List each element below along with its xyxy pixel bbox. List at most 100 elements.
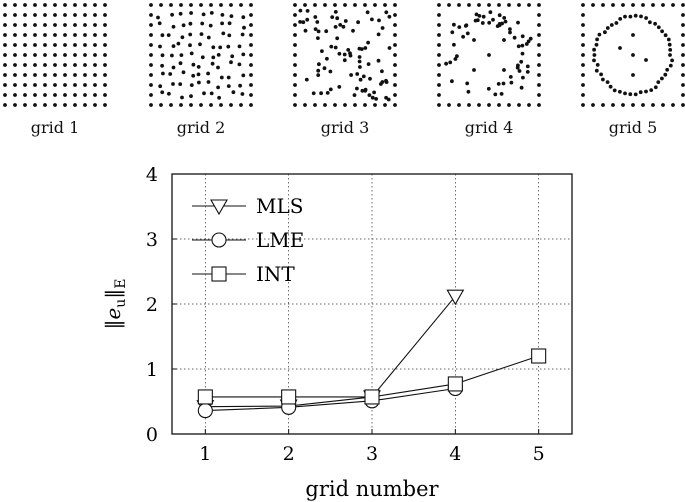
grid-panel-4: grid 4	[434, 0, 544, 140]
grid-node	[23, 63, 27, 67]
grid-node	[333, 3, 337, 7]
grid-node	[377, 18, 381, 23]
grid-node	[353, 103, 357, 107]
grid-node	[342, 52, 347, 57]
grid-node	[242, 25, 246, 30]
grid-node	[171, 24, 176, 29]
grid-node	[517, 69, 522, 73]
legend-marker-lme	[211, 232, 227, 248]
grid-node	[229, 3, 233, 7]
grid-node	[33, 23, 37, 27]
grid-node	[681, 33, 685, 37]
grid-node	[623, 14, 627, 19]
axis-ticks: 1 2 3 4 5 0 1 2 3 4	[146, 164, 545, 465]
grid-node	[316, 73, 321, 77]
legend-label-mls: MLS	[256, 194, 303, 218]
y-tick-label: 1	[146, 359, 158, 381]
grid-node	[631, 53, 635, 57]
grid-node	[189, 83, 194, 87]
grid-node	[393, 73, 397, 77]
grid-node	[366, 40, 370, 45]
grid-node	[457, 103, 461, 107]
grid-node	[379, 82, 383, 86]
grid-node	[227, 21, 232, 26]
grid-node	[374, 97, 378, 101]
grid-node	[189, 94, 193, 98]
grid-node	[437, 83, 441, 87]
grid-node	[359, 47, 364, 51]
grid-node	[3, 3, 7, 7]
data-point-int	[364, 389, 380, 405]
grid-node	[83, 93, 87, 97]
grid-node	[618, 46, 622, 50]
grid-node	[3, 33, 7, 37]
grid-node	[249, 3, 253, 7]
grid-node	[93, 53, 97, 57]
grid-node	[348, 51, 352, 56]
grid-node	[447, 103, 451, 107]
grid-node	[249, 93, 253, 97]
grid-node	[149, 3, 153, 7]
grid-node	[343, 3, 347, 7]
grid-node	[103, 43, 107, 47]
grid-node	[179, 53, 184, 57]
grid-node	[13, 93, 17, 97]
grid-node	[452, 42, 456, 47]
grid-node	[227, 33, 232, 38]
grid-node	[361, 74, 366, 79]
grid-node	[444, 61, 448, 66]
grid-node	[23, 3, 27, 7]
grid-node	[218, 45, 223, 50]
grid-node	[229, 14, 234, 18]
grid-node	[437, 53, 441, 57]
grid-node	[149, 63, 153, 67]
grid-node	[387, 46, 392, 50]
grid-node	[43, 83, 47, 87]
grid-node	[93, 73, 97, 77]
grid-node	[226, 84, 231, 88]
grid-node	[343, 19, 348, 23]
grid-node	[316, 29, 321, 34]
grid-node	[503, 19, 508, 24]
grid-node	[393, 103, 397, 107]
grid-node	[219, 103, 223, 107]
legend-marker-int	[211, 266, 227, 282]
grid-node	[497, 3, 501, 7]
grid-node	[230, 54, 235, 59]
grid-node	[328, 87, 333, 92]
data-point-int	[447, 376, 463, 392]
grid-node	[43, 23, 47, 27]
grid-node	[319, 91, 323, 96]
grid-node	[169, 3, 173, 7]
grid-node	[666, 37, 671, 42]
grid-node	[199, 103, 203, 107]
grid-node	[149, 13, 153, 17]
grid-node	[238, 83, 242, 88]
grid-node	[499, 92, 504, 96]
grid-node	[351, 28, 355, 33]
grid-node	[160, 90, 165, 95]
grid-node	[633, 13, 638, 18]
grid-node	[437, 73, 441, 77]
grid-node	[681, 13, 685, 17]
grid-node	[63, 73, 67, 77]
grid-node	[13, 33, 17, 37]
grid-node	[103, 33, 107, 37]
grid-node	[23, 103, 27, 107]
grid-node	[313, 103, 317, 107]
grid-node	[180, 35, 185, 40]
grid-node	[13, 73, 17, 77]
grid-node	[660, 29, 664, 34]
grid-node	[595, 37, 599, 42]
grid-node	[668, 48, 673, 52]
grid-node	[13, 63, 17, 67]
grid-node	[149, 33, 153, 37]
series-line-mls	[205, 295, 456, 408]
grid-node	[241, 52, 246, 57]
grid-node	[188, 43, 192, 48]
grid-node	[53, 93, 57, 97]
grid-node	[681, 3, 685, 7]
grid-node	[681, 53, 685, 57]
grid-node	[681, 83, 685, 87]
grid-node	[591, 3, 595, 7]
